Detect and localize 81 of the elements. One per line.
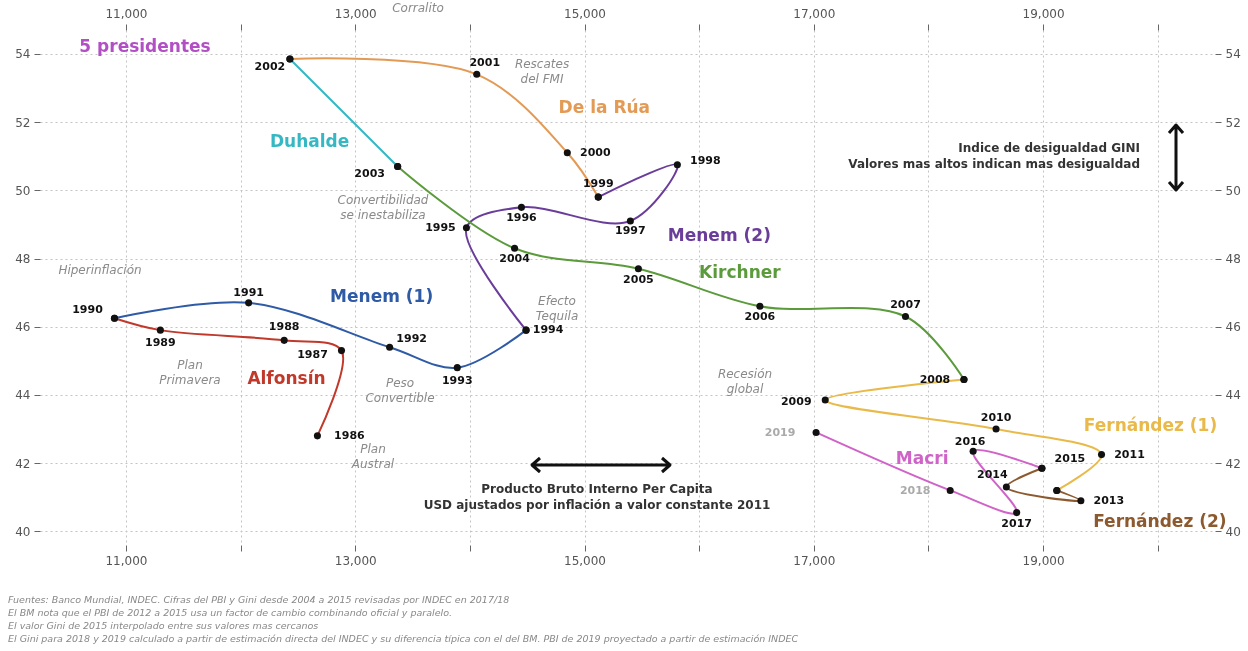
annotation: 1990 (72, 303, 104, 317)
annotation: 2003 (354, 167, 385, 181)
annotation: Efecto Tequila (535, 294, 579, 323)
x2-tick-label: 13,000 (334, 6, 377, 21)
y2-tick-label: 52 (1225, 115, 1241, 130)
series-label: Macri (895, 448, 949, 469)
x-tick-label: 17,000 (793, 553, 836, 568)
annotation: 1997 (615, 223, 646, 237)
series-label: Fernández (1) (1083, 414, 1218, 435)
y-tick-label: 48 (15, 252, 31, 267)
series-label: Kirchner (699, 262, 782, 283)
x2-tick-label: 15,000 (564, 6, 607, 21)
annotation: 2000 (580, 145, 611, 159)
annotation: 1994 (532, 323, 564, 337)
annotation: 2009 (780, 395, 812, 409)
annotation: 1996 (506, 211, 538, 225)
y2-tick-label: 46 (1225, 320, 1241, 335)
y-tick-label: 40 (15, 524, 31, 539)
y2-tick-label: 48 (1225, 252, 1241, 267)
annotation: Peso Convertible (365, 376, 435, 405)
x2-tick-label: 17,000 (793, 6, 836, 21)
annotation: 2004 (499, 252, 531, 266)
y-tick-label: 54 (15, 47, 31, 62)
y2-tick-label: 50 (1225, 183, 1241, 198)
annotation: 1998 (690, 153, 721, 167)
series-label: Alfonsín (247, 367, 326, 388)
annotation: 2015 (1054, 452, 1086, 466)
text: El valor Gini de 2015 interpolado entre sus valores mas cercanos (8, 620, 319, 631)
y2-tick-label: 40 (1225, 524, 1241, 539)
x-axis-title: Producto Bruto Interno Per Capita USD ajustados por inflación a valor constante 2011 (423, 482, 771, 512)
text: Corralito (392, 1, 444, 15)
series-label: Menem (1) (330, 286, 434, 307)
y2-tick-label: 42 (1225, 456, 1241, 471)
y2-axis-title: Indice de desigualdad GINI Valores mas altos indican mas desigualdad (848, 141, 1140, 171)
text: El BM nota que el PBI de 2012 a 2015 usa un factor de cambio combinando oficial y paralelo. (8, 607, 452, 618)
annotation: 1991 (233, 285, 264, 299)
x-tick-label: 15,000 (564, 553, 607, 568)
annotation: 5 presidentes (79, 36, 211, 56)
annotation: 2007 (890, 298, 921, 312)
annotation: 1995 (425, 220, 456, 234)
annotation: 2002 (254, 59, 286, 73)
annotation: 1987 (297, 347, 328, 361)
annotation: 2016 (954, 435, 986, 449)
y-tick-label: 52 (15, 115, 31, 130)
text: El Gini para 2018 y 2019 calculado a partir de estimación directa del INDEC y su diferencia típica con el del BM. PBI de 2019 proyectado a partir de estimación INDEC (8, 633, 799, 644)
series-label: Menem (2) (667, 224, 771, 245)
annotation: 2017 (1001, 516, 1032, 530)
annotation: 2019 (764, 426, 796, 440)
series-label: Duhalde (269, 131, 350, 152)
annotation: 2010 (980, 411, 1012, 425)
annotation: Hiperinflación (58, 263, 142, 277)
y-tick-label: 46 (15, 320, 31, 335)
annotation: 2005 (623, 272, 654, 286)
x-tick-label: 13,000 (334, 553, 377, 568)
annotation: 2001 (469, 56, 501, 70)
annotation: Recesión global (717, 367, 773, 396)
annotation: Rescates del FMI (514, 57, 570, 86)
series-label: De la Rúa (558, 96, 651, 117)
y2-tick-label: 44 (1225, 388, 1241, 403)
annotation: Plan Primavera (159, 358, 221, 387)
annotation: Convertibilidad se inestabiliza (337, 193, 429, 222)
x2-tick-label: 11,000 (105, 6, 148, 21)
annotation: 2013 (1093, 493, 1125, 507)
y-tick-label: 50 (15, 183, 31, 198)
annotation: 2018 (899, 484, 931, 498)
annotation: 1986 (334, 428, 366, 442)
annotation: 1993 (441, 373, 473, 387)
x-tick-label: 19,000 (1022, 553, 1065, 568)
series-label: Fernández (2) (1093, 510, 1227, 531)
annotation: 2011 (1114, 447, 1145, 461)
source-note: Fuentes: Banco Mundial, INDEC. Cifras del PBI y Gini desde 2004 a 2015 revisadas por INDEC en 2017/18 (8, 594, 510, 605)
y-tick-label: 42 (15, 456, 31, 471)
annotation: 1988 (268, 320, 300, 334)
annotation: 1989 (145, 336, 176, 350)
annotation: 1992 (396, 332, 427, 346)
y2-tick-label: 54 (1225, 47, 1241, 62)
annotation: 2006 (744, 310, 776, 324)
x2-tick-label: 19,000 (1022, 6, 1065, 21)
y-tick-label: 44 (15, 388, 31, 403)
x-tick-label: 11,000 (105, 553, 148, 568)
annotation: Plan Austral (350, 442, 395, 471)
